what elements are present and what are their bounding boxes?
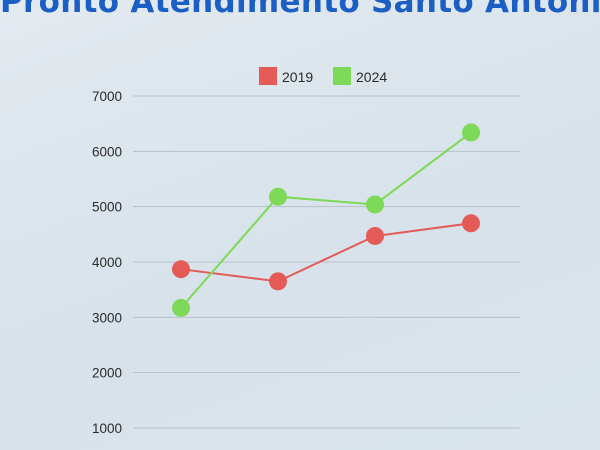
legend-label-2019: 2019 [282,69,313,85]
series-line-2024 [180,131,472,309]
data-point-2019[interactable] [462,214,480,233]
y-tick-label: 5000 [92,200,122,215]
chart-title: Pronto Atendimento Santo Antônio [0,0,600,20]
legend-label-2024: 2024 [356,69,387,85]
data-point-2019[interactable] [269,272,287,291]
y-tick-label: 2000 [92,366,122,381]
series-points [172,123,480,317]
y-axis-ticks: 1000 2000 3000 4000 5000 6000 7000 [92,89,122,436]
data-point-2024[interactable] [172,298,190,317]
grid-lines [133,95,520,429]
legend-swatch-2024 [333,67,351,85]
series-line-2019 [180,222,472,283]
legend-swatch-2019 [259,67,277,85]
y-tick-label: 7000 [92,89,122,104]
data-point-2024[interactable] [269,187,287,206]
y-tick-label: 4000 [92,255,122,270]
data-point-2024[interactable] [462,123,480,142]
data-point-2019[interactable] [366,226,384,245]
data-point-2024[interactable] [366,195,384,214]
y-tick-label: 3000 [92,310,122,325]
data-point-2019[interactable] [172,260,190,279]
y-tick-label: 6000 [92,144,122,159]
y-tick-label: 1000 [92,421,122,436]
legend: 2019 2024 [259,67,387,85]
series-lines [180,131,472,309]
